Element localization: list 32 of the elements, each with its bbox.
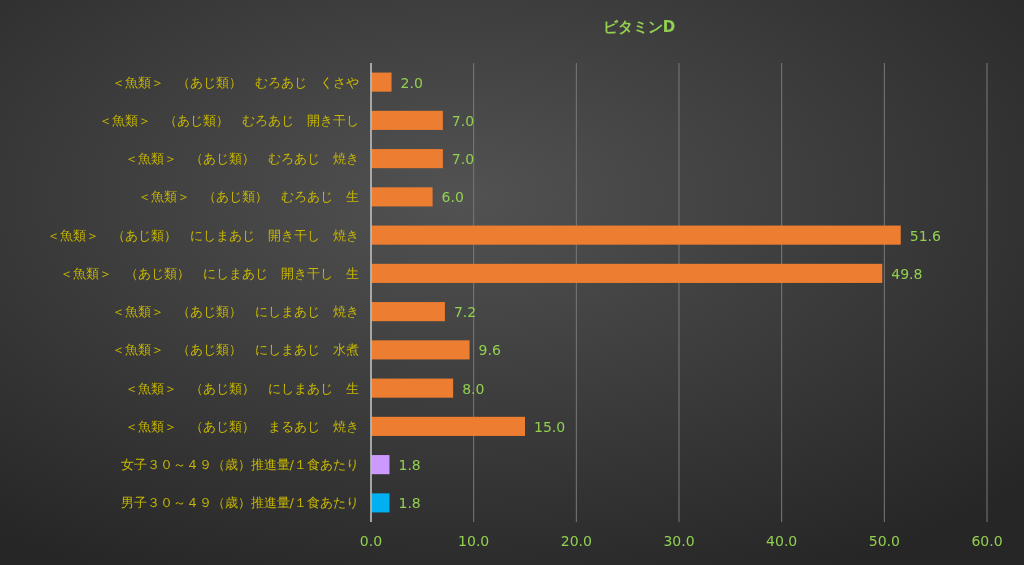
- y-tick-label: ＜魚類＞ （あじ類） むろあじ くさや: [112, 74, 359, 90]
- x-tick-label: 0.0: [359, 533, 383, 549]
- y-tick-label: ＜魚類＞ （あじ類） むろあじ 焼き: [125, 151, 359, 167]
- x-tick-label: 10.0: [458, 533, 490, 549]
- data-label: 9.6: [478, 342, 501, 359]
- data-label: 15.0: [534, 418, 566, 435]
- data-label: 8.0: [462, 380, 485, 397]
- data-label: 51.6: [909, 227, 942, 244]
- chart-title: ビタミンD: [602, 18, 676, 36]
- data-label: 1.8: [398, 495, 421, 512]
- y-tick-label: ＜魚類＞ （あじ類） にしまあじ 水煮: [112, 342, 359, 358]
- y-tick-label: ＜魚類＞ （あじ類） にしまあじ 生: [125, 380, 359, 396]
- y-tick-label: ＜魚類＞ （あじ類） むろあじ 開き干し: [99, 112, 359, 128]
- y-tick-label: ＜魚類＞ （あじ類） にしまあじ 開き干し 生: [60, 265, 359, 281]
- data-label: 7.0: [451, 151, 475, 168]
- data-label: 2.0: [400, 74, 423, 91]
- y-tick-label: ＜魚類＞ （あじ類） むろあじ 生: [138, 189, 359, 205]
- x-tick-label: 40.0: [766, 533, 798, 549]
- x-tick-label: 20.0: [560, 533, 592, 549]
- data-label: 7.0: [451, 112, 475, 129]
- y-tick-label: 女子３０～４９（歳）推進量/１食あたり: [120, 457, 359, 473]
- x-tick-label: 30.0: [663, 533, 695, 549]
- x-tick-label: 50.0: [868, 533, 900, 549]
- x-tick-label: 60.0: [971, 533, 1003, 549]
- y-tick-label: ＜魚類＞ （あじ類） にしまあじ 焼き: [112, 304, 359, 320]
- data-label: 49.8: [891, 265, 923, 282]
- data-label: 7.2: [453, 304, 477, 321]
- data-label: 6.0: [441, 189, 464, 206]
- data-label: 1.8: [398, 457, 421, 474]
- y-tick-label: ＜魚類＞ （あじ類） まるあじ 焼き: [125, 418, 359, 434]
- y-tick-label: 男子３０～４９（歳）推進量/１食あたり: [120, 495, 359, 511]
- y-tick-label: ＜魚類＞ （あじ類） にしまあじ 開き干し 焼き: [47, 227, 359, 243]
